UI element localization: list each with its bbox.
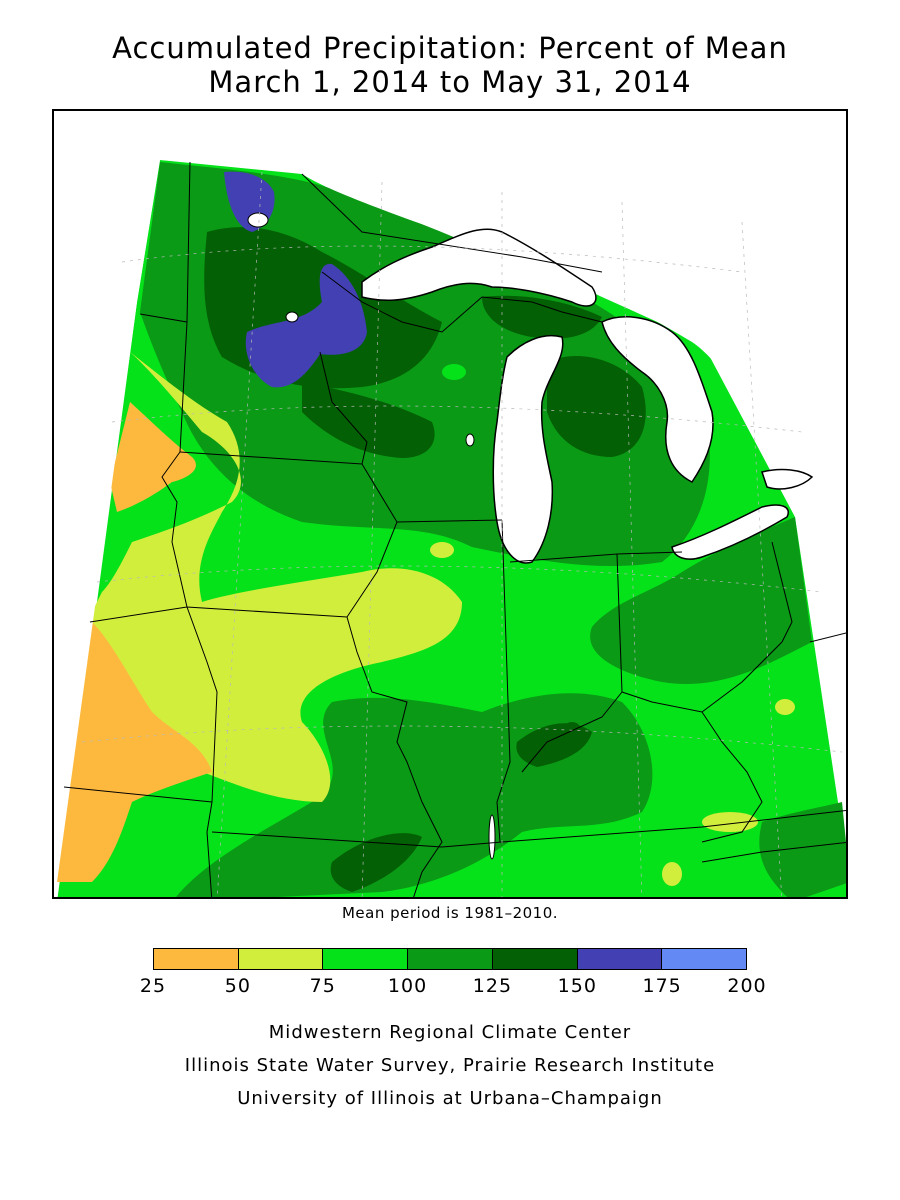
legend-swatch [323, 949, 409, 969]
mean-period-note: Mean period is 1981–2010. [341, 904, 559, 922]
legend-swatch [408, 949, 493, 969]
legend-tick-label: 100 [387, 975, 428, 997]
very-wet-zone-up [482, 295, 602, 339]
dry-zone-west [62, 352, 462, 802]
very-wet-zone-mo [330, 833, 422, 892]
mille-lacs [285, 311, 299, 323]
wettest-zone-arrowhead [245, 263, 367, 388]
legend-tick-label: 200 [727, 975, 767, 997]
spot [564, 722, 580, 734]
spot [442, 364, 466, 380]
graticule [81, 171, 843, 897]
legend-tick-label: 175 [642, 975, 682, 997]
precipitation-map [52, 109, 848, 899]
driest-zone-north [110, 402, 196, 512]
wet-zone-se [759, 802, 846, 897]
spot [775, 699, 795, 715]
lake-huron [601, 316, 714, 483]
spot [430, 542, 454, 558]
legend-swatch [577, 949, 663, 969]
legend-tick-label: 25 [139, 975, 167, 997]
lake-winnebago [465, 433, 475, 447]
legend-swatch [238, 949, 324, 969]
lake-ontario [761, 468, 814, 490]
color-legend [153, 948, 747, 970]
legend-tick-label: 75 [309, 975, 336, 997]
lake-of-the-woods [247, 212, 269, 228]
legend-swatch [154, 949, 239, 969]
very-wet-zone-mi [547, 356, 646, 457]
canada-area [54, 111, 846, 540]
map-date-range: March 1, 2014 to May 31, 2014 [208, 65, 692, 99]
spot [662, 862, 682, 886]
map-title: Accumulated Precipitation: Percent of Me… [112, 31, 788, 65]
legend-ticks: 25 50 75 100 125 150 175 200 [140, 975, 766, 999]
left-margin [54, 160, 160, 882]
driest-zone-south [57, 622, 212, 882]
lake-michigan [492, 335, 564, 564]
kentucky-lake [488, 814, 496, 860]
wet-zone-east [590, 517, 812, 684]
credit-line-3: University of Illinois at Urbana–Champai… [237, 1088, 663, 1109]
legend-swatch [492, 949, 578, 969]
legend-tick-label: 125 [472, 975, 513, 997]
lake-superior [361, 228, 597, 307]
credit-line-2: Illinois State Water Survey, Prairie Res… [184, 1055, 716, 1076]
spot [702, 812, 758, 832]
legend-tick-label: 150 [557, 975, 597, 997]
credit-line-1: Midwestern Regional Climate Center [268, 1022, 632, 1043]
very-wet-zone-wi [302, 382, 435, 458]
legend-swatch [662, 949, 747, 969]
legend-tick-label: 50 [224, 975, 251, 997]
